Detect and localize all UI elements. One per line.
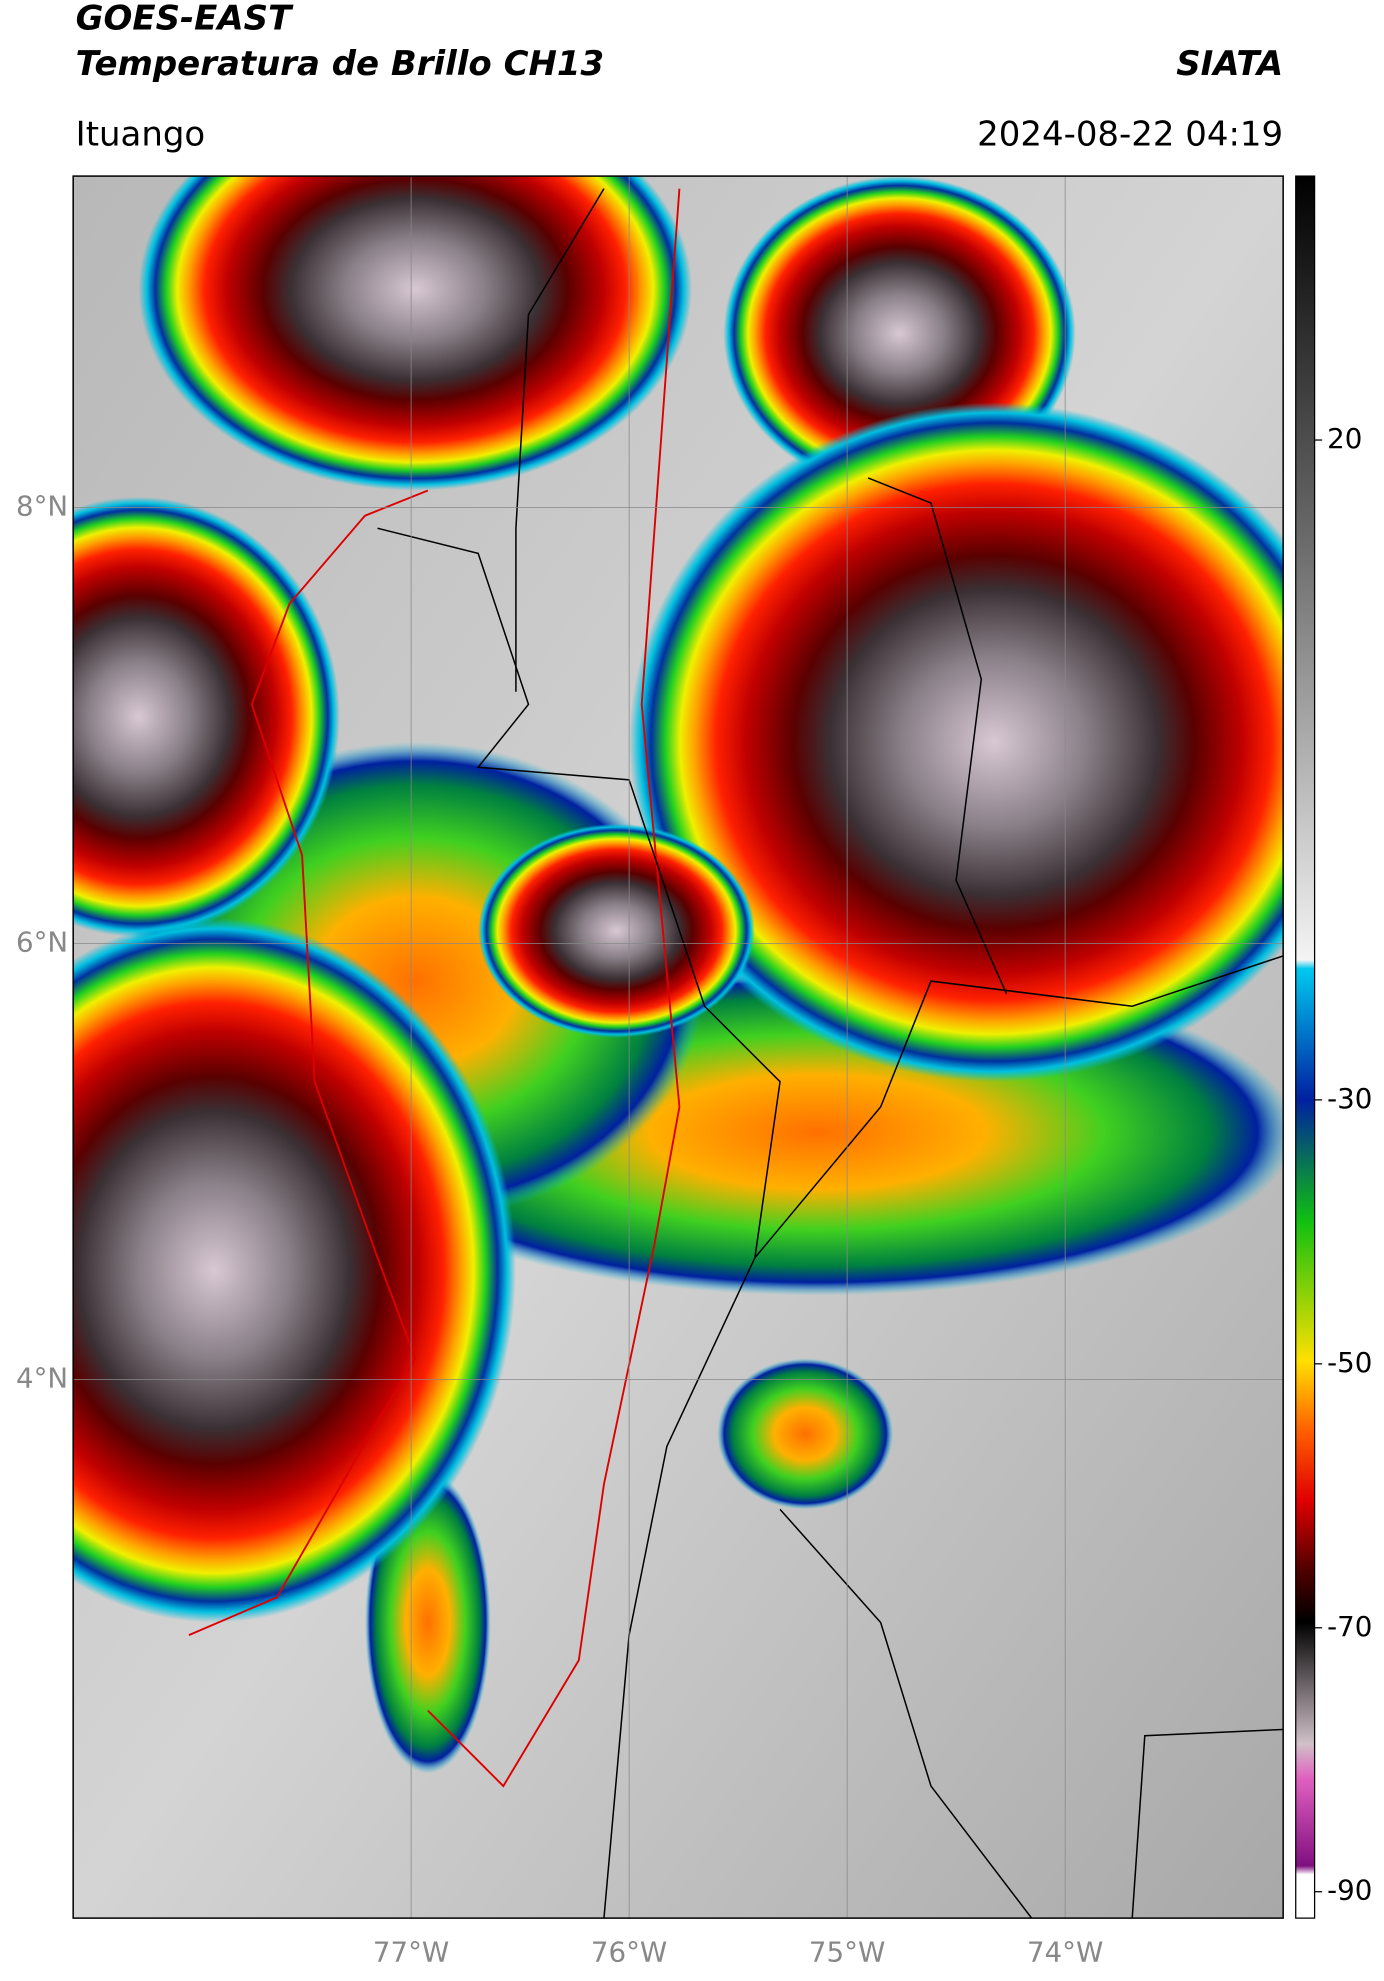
lat-label: 6°N: [16, 926, 68, 959]
labels: 77°W 76°W 75°W 74°W 8°N 6°N 4°N 20 -30 -50 -70 -90: [16, 422, 1372, 1968]
source: SIATA: [1176, 44, 1283, 84]
colorbar-tick-label: -90: [1327, 1874, 1372, 1907]
location: Ituango: [76, 114, 206, 154]
title: GOES-EAST: [76, 0, 294, 39]
colorbar-tick-label: -30: [1327, 1082, 1372, 1115]
imagery: [73, 176, 1284, 1919]
lon-label: 74°W: [1027, 1935, 1103, 1968]
colorbar-tick-label: 20: [1327, 422, 1362, 455]
colorbar: [1295, 175, 1316, 1919]
lat-label: 4°N: [16, 1362, 68, 1395]
grid: [73, 176, 1284, 1919]
colorbar-tick-label: -70: [1327, 1610, 1372, 1643]
lon-label: 76°W: [591, 1935, 667, 1968]
colorbar-tick-label: -50: [1327, 1346, 1372, 1379]
lon-label: 75°W: [809, 1935, 885, 1968]
lat-label: 8°N: [16, 489, 68, 522]
lon-label: 77°W: [373, 1935, 449, 1968]
subtitle: Temperatura de Brillo CH13: [76, 44, 604, 84]
map-frame: [72, 175, 1284, 1919]
datetime: 2024-08-22 04:19: [977, 114, 1283, 154]
